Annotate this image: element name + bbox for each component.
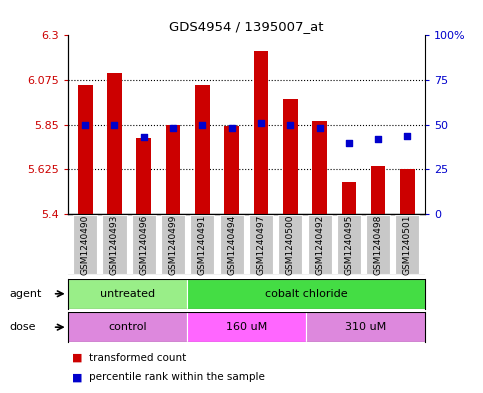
- Bar: [308, 215, 332, 274]
- Text: GSM1240501: GSM1240501: [403, 215, 412, 275]
- Point: [228, 125, 236, 132]
- Bar: [254, 51, 268, 214]
- Text: ■: ■: [72, 353, 83, 363]
- Point: [111, 122, 118, 128]
- Point: [345, 140, 353, 146]
- Bar: [161, 215, 185, 274]
- Text: percentile rank within the sample: percentile rank within the sample: [89, 372, 265, 382]
- Bar: [283, 99, 298, 214]
- Text: GSM1240500: GSM1240500: [286, 215, 295, 275]
- Text: transformed count: transformed count: [89, 353, 186, 363]
- Bar: [190, 215, 214, 274]
- Bar: [137, 138, 151, 214]
- Text: untreated: untreated: [99, 289, 155, 299]
- Bar: [371, 165, 385, 214]
- Bar: [187, 279, 425, 309]
- Point: [140, 134, 148, 140]
- Bar: [73, 215, 97, 274]
- Bar: [341, 182, 356, 214]
- Bar: [396, 215, 419, 274]
- Text: GSM1240494: GSM1240494: [227, 215, 236, 275]
- Text: ■: ■: [72, 372, 83, 382]
- Bar: [366, 215, 390, 274]
- Bar: [400, 169, 415, 214]
- Point: [316, 125, 324, 132]
- Point: [81, 122, 89, 128]
- Point: [374, 136, 382, 142]
- Bar: [195, 85, 210, 214]
- Text: 160 uM: 160 uM: [226, 322, 267, 332]
- Text: agent: agent: [10, 289, 42, 299]
- Bar: [102, 215, 127, 274]
- Text: 310 uM: 310 uM: [345, 322, 386, 332]
- Bar: [68, 279, 187, 309]
- Bar: [68, 312, 187, 342]
- Bar: [78, 85, 93, 214]
- Point: [169, 125, 177, 132]
- Text: GSM1240498: GSM1240498: [374, 215, 383, 275]
- Text: GSM1240490: GSM1240490: [81, 215, 90, 275]
- Title: GDS4954 / 1395007_at: GDS4954 / 1395007_at: [169, 20, 324, 33]
- Bar: [278, 215, 302, 274]
- Bar: [312, 121, 327, 214]
- Bar: [132, 215, 156, 274]
- Text: cobalt chloride: cobalt chloride: [265, 289, 347, 299]
- Text: GSM1240491: GSM1240491: [198, 215, 207, 275]
- Bar: [187, 312, 306, 342]
- Point: [404, 132, 412, 139]
- Text: dose: dose: [10, 322, 36, 332]
- Bar: [306, 312, 425, 342]
- Point: [286, 122, 294, 128]
- Bar: [107, 73, 122, 214]
- Text: GSM1240496: GSM1240496: [139, 215, 148, 275]
- Point: [199, 122, 206, 128]
- Text: GSM1240499: GSM1240499: [169, 215, 178, 275]
- Text: GSM1240495: GSM1240495: [344, 215, 354, 275]
- Text: GSM1240497: GSM1240497: [256, 215, 266, 275]
- Text: control: control: [108, 322, 146, 332]
- Bar: [220, 215, 244, 274]
- Bar: [166, 125, 181, 214]
- Bar: [225, 126, 239, 214]
- Text: GSM1240493: GSM1240493: [110, 215, 119, 275]
- Point: [257, 120, 265, 126]
- Text: GSM1240492: GSM1240492: [315, 215, 324, 275]
- Bar: [249, 215, 273, 274]
- Bar: [337, 215, 361, 274]
